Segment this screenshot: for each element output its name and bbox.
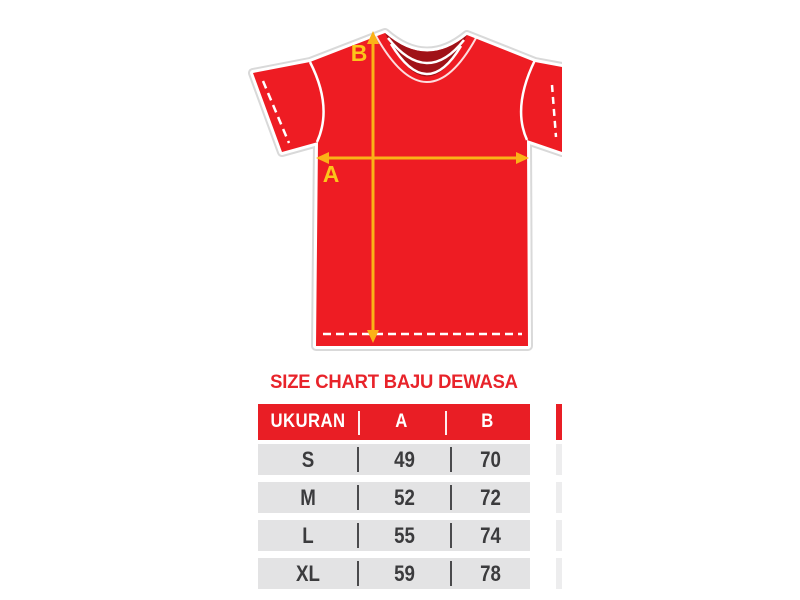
table-row-s: S 49 70	[258, 444, 530, 475]
cell-b: 72	[480, 485, 501, 510]
measurement-label-b: B	[351, 40, 368, 66]
column-header-b: B	[481, 411, 494, 432]
cell-b: 70	[480, 447, 501, 472]
cell-a: 52	[394, 485, 415, 510]
cell-divider	[450, 523, 452, 548]
adjacent-table-row-sliver	[556, 444, 562, 475]
adjacent-table-row-sliver	[556, 482, 562, 513]
column-header-ukuran: UKURAN	[270, 411, 346, 432]
adjacent-table-row-sliver	[556, 558, 562, 589]
shirt-body	[253, 33, 562, 346]
cell-divider	[357, 447, 359, 472]
collar-rib-line	[387, 37, 465, 65]
left-sleeve-stitch-dashed	[261, 80, 291, 144]
cell-divider	[450, 561, 452, 586]
right-sleeve-stitch-dashed	[550, 84, 558, 138]
cell-size: XL	[296, 561, 320, 586]
left-armhole-seam	[308, 61, 325, 143]
table-row-m: M 52 72	[258, 482, 530, 513]
tshirt-measurement-diagram: A B	[248, 28, 562, 351]
cell-a: 55	[394, 523, 415, 548]
cell-divider	[357, 523, 359, 548]
cell-size: L	[302, 523, 314, 548]
adjacent-table-row-sliver	[556, 520, 562, 551]
collar-rib-line	[389, 43, 463, 76]
header-divider	[445, 411, 447, 435]
table-row-xl: XL 59 78	[258, 558, 530, 589]
column-header-a: A	[395, 411, 408, 432]
length-arrow-b	[367, 31, 379, 343]
cell-size: M	[300, 485, 316, 510]
cell-divider	[450, 447, 452, 472]
header-divider	[358, 411, 360, 435]
cell-divider	[357, 485, 359, 510]
cell-divider	[450, 485, 452, 510]
cell-size: S	[301, 447, 315, 472]
table-row-l: L 55 74	[258, 520, 530, 551]
cell-a: 49	[394, 447, 415, 472]
measurement-label-a: A	[323, 161, 340, 187]
collar-seam	[375, 35, 477, 83]
size-chart-header-row: UKURAN A B	[258, 404, 530, 440]
cell-divider	[357, 561, 359, 586]
cell-b: 78	[480, 561, 501, 586]
size-chart-title: SIZE CHART BAJU DEWASA	[270, 372, 518, 393]
right-armhole-seam	[519, 59, 537, 141]
cell-b: 74	[480, 523, 501, 548]
cell-a: 59	[394, 561, 415, 586]
width-arrow-a	[316, 152, 529, 164]
adjacent-table-header-sliver	[556, 404, 562, 440]
